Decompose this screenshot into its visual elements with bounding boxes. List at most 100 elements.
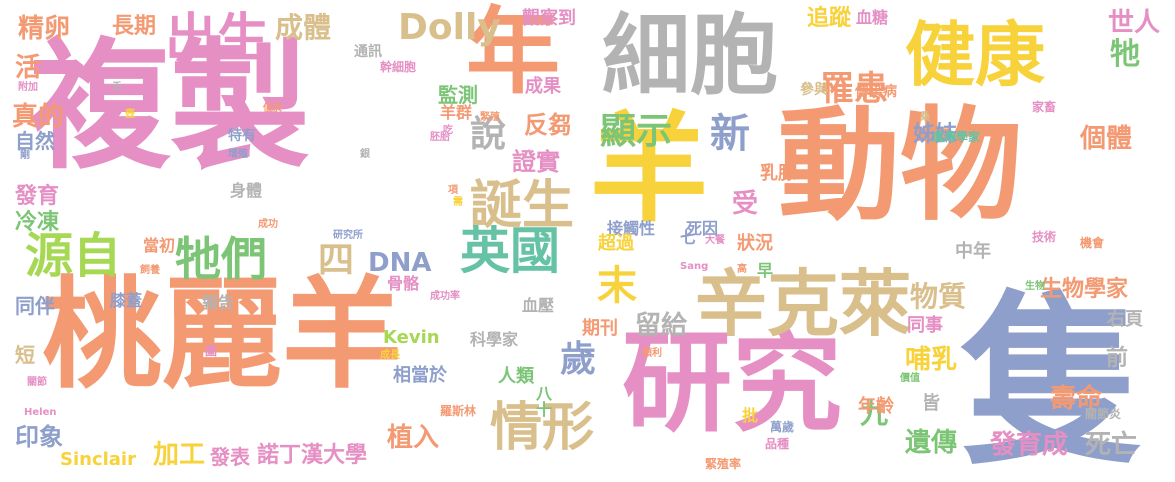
word: 新: [710, 111, 750, 157]
word: 健康: [905, 14, 1045, 96]
word: Dolly: [398, 7, 501, 48]
word: 壽命: [1050, 384, 1103, 414]
word: 參與: [800, 82, 828, 98]
word: 骨骼: [387, 274, 420, 293]
word: 需: [453, 197, 463, 208]
word: 冷凍: [15, 210, 60, 235]
word: 自然: [15, 129, 55, 153]
word: 通訊: [354, 44, 382, 60]
word: 九: [860, 397, 889, 430]
word: 發育: [15, 184, 60, 209]
word: 加工: [153, 440, 206, 470]
word: 增殖: [228, 149, 248, 160]
word: 八十: [533, 385, 552, 417]
word: 歲: [560, 339, 597, 380]
word: 真的: [12, 102, 65, 132]
word: 長期: [112, 14, 157, 39]
word: 緊殖: [480, 112, 500, 123]
word: 批: [742, 406, 759, 425]
word: 緊殖率: [705, 457, 742, 471]
word: 特有: [228, 128, 256, 144]
word: 年: [466, 0, 561, 107]
word: 短: [15, 343, 35, 367]
word: 留給: [635, 311, 688, 341]
word: 幹細胞: [380, 60, 417, 74]
word: 發表: [210, 445, 250, 469]
word: 成功率: [430, 291, 460, 302]
word: 價值: [900, 373, 920, 384]
word: 生物: [1025, 281, 1045, 292]
word: DNA: [368, 248, 432, 278]
word: 技術: [1032, 230, 1057, 244]
word: 證實: [512, 148, 560, 176]
word: 皆: [922, 393, 940, 414]
word: 順利: [642, 348, 662, 359]
word: 誕生: [470, 176, 575, 236]
word: 接觸性: [607, 219, 656, 238]
word: 桑: [920, 112, 930, 123]
word: 哺乳: [905, 345, 958, 375]
word: 追蹤: [807, 6, 852, 31]
word: 源自: [25, 228, 122, 284]
word: 植入: [387, 423, 440, 453]
word: 物質: [910, 280, 967, 313]
word: 科學家: [470, 330, 519, 349]
word: 血糖: [856, 8, 889, 27]
word: 相當於: [393, 365, 447, 386]
word: 世人: [1108, 8, 1161, 38]
word: 四: [318, 240, 355, 281]
word: 動物: [778, 95, 1022, 237]
word: 胚胎: [430, 132, 450, 143]
word: 過: [96, 49, 107, 59]
word: Helen: [24, 407, 57, 418]
word: 複製: [30, 26, 311, 189]
word: 品種: [765, 437, 790, 451]
word: 乳腺: [760, 163, 796, 184]
word: 壺: [125, 109, 135, 120]
word: 情形: [490, 398, 595, 458]
word: 關節炎: [1085, 407, 1122, 421]
word: 姊妹: [913, 122, 958, 147]
word: 桃麗羊: [42, 266, 402, 405]
word: 早: [757, 261, 774, 280]
word: 期刊: [582, 318, 618, 339]
word: 身體: [230, 181, 263, 200]
word: 當初: [143, 236, 176, 255]
word: 機會: [1080, 236, 1105, 250]
word: 飼養: [140, 265, 160, 276]
word: 隻: [960, 274, 1145, 482]
word: 剛: [20, 150, 30, 161]
word: 同事: [907, 315, 943, 336]
word: 羊群: [440, 103, 473, 122]
word: 人類: [498, 366, 534, 387]
word: 右頁: [1107, 309, 1143, 330]
word: 說: [470, 114, 507, 155]
word: 英國: [460, 222, 560, 280]
word: 前: [1106, 346, 1129, 371]
word: 成功: [258, 219, 278, 230]
word: 圖: [205, 344, 218, 358]
word: Kevin: [383, 327, 440, 348]
word: 辛克萊: [695, 262, 912, 346]
word: Sinclair: [60, 449, 136, 470]
word: 夭: [112, 82, 122, 93]
word: 牠們: [175, 232, 267, 286]
word: 成長: [380, 350, 400, 361]
word: 大餐: [705, 235, 725, 246]
word: 家畜: [1032, 100, 1057, 114]
word: 遺傳: [905, 428, 958, 458]
word: 吃: [443, 125, 453, 136]
word: 研究所: [333, 230, 363, 241]
word: 印象: [15, 423, 63, 451]
word: 研究: [622, 319, 842, 447]
word: 同伴: [15, 294, 55, 318]
word: 年齡: [858, 396, 894, 417]
word: 報告: [202, 293, 235, 312]
word: 牠: [1110, 37, 1140, 72]
word: 血壓: [522, 296, 555, 315]
word: 個體: [1080, 124, 1133, 154]
word: 生物學家: [1040, 277, 1129, 302]
word: 罹患: [820, 69, 888, 109]
word: 監測: [438, 83, 478, 107]
